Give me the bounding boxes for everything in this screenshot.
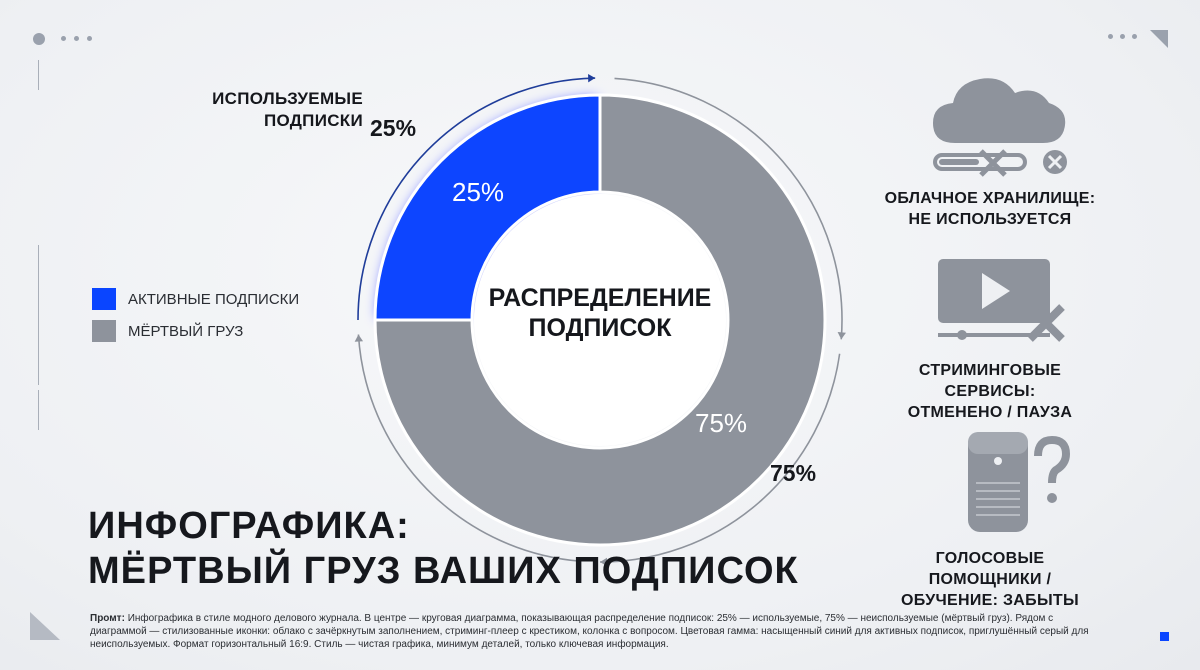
slice-dead [373,93,827,547]
arrow-arc-dead-3 [357,334,581,563]
gray-square-icon [92,320,116,342]
arrow-arc-active-head [588,73,596,83]
smart-speaker-icon [968,432,1070,532]
chart-title: РАСПРЕДЕЛЕНИЕ ПОДПИСОК [480,283,720,343]
blue-square-icon [92,288,116,310]
prompt-text: Инфографика в стиле модного делового жур… [90,613,1089,650]
corner-dot-small [87,36,92,41]
icon-label-line: ОТМЕНЕНО / ПАУЗА [907,404,1073,421]
left-rule-top [38,60,39,90]
arrow-arc-dead-2 [599,353,841,563]
icon-label-streaming: СТРИМИНГОВЫЕ СЕРВИСЫ: ОТМЕНЕНО / ПАУЗА [880,360,1100,423]
left-rule-bottom [38,390,39,430]
legend-label: АКТИВНЫЕ ПОДПИСКИ [128,290,300,308]
corner-dot-small [1120,34,1125,39]
left-rule-mid [38,245,39,385]
bottom-right-square [1160,632,1169,641]
donut-hole [474,194,726,446]
prompt-footnote: Промт: Инфографика в стиле модного делов… [90,612,1100,651]
bottom-left-triangle [30,612,60,640]
outer-label-dead: 75% [770,460,817,486]
arrow-arc-dead-1-head [837,332,846,340]
arrow-arc-dead-3-head [354,334,364,342]
donut-chart [354,73,846,567]
legend-item-dead: МЁРТВЫЙ ГРУЗ [92,320,243,342]
page-title-line2: МЁРТВЫЙ ГРУЗ ВАШИХ ПОДПИСОК [88,550,799,592]
icon-label-speaker: ГОЛОСОВЫЕ ПОМОЩНИКИ / ОБУЧЕНИЕ: ЗАБЫТЫ [880,548,1100,611]
outer-label-active: 25% [370,115,417,141]
callout-label: ИСПОЛЬЗУЕМЫЕ ПОДПИСКИ [188,88,363,132]
callout-text: ИСПОЛЬЗУЕМЫЕ ПОДПИСКИ [212,89,363,130]
icon-label-line: СТРИМИНГОВЫЕ СЕРВИСЫ: [918,362,1062,400]
data-label-active: 25% [452,177,505,207]
icon-label-cloud: ОБЛАЧНОЕ ХРАНИЛИЩЕ: НЕ ИСПОЛЬЗУЕТСЯ [880,188,1100,230]
icon-label-line: ОБЛАЧНОЕ ХРАНИЛИЩЕ: [884,190,1096,207]
legend-label: МЁРТВЫЙ ГРУЗ [128,322,244,340]
prompt-label: Промт: [90,613,125,624]
corner-dot [33,33,45,45]
icon-label-line: ОБУЧЕНИЕ: ЗАБЫТЫ [901,592,1079,609]
page-title-line1: ИНФОГРАФИКА: [88,505,410,547]
arrow-arc-dead-1 [614,77,843,340]
corner-dot-small [74,36,79,41]
slice-active [373,93,602,322]
data-label-dead: 75% [695,408,748,438]
cloud-icon [933,78,1067,177]
corner-triangle [1150,30,1168,48]
corner-dot-small [61,36,66,41]
arrow-arc-active [357,77,596,321]
corner-dot-small [1132,34,1137,39]
icon-label-line: ГОЛОСОВЫЕ ПОМОЩНИКИ / [928,550,1052,588]
arrow-arc-dead-2-head [600,557,607,567]
video-player-icon [938,259,1065,342]
corner-dot-small [1108,34,1113,39]
icon-label-line: НЕ ИСПОЛЬЗУЕТСЯ [908,211,1072,228]
chart-title-text: РАСПРЕДЕЛЕНИЕ ПОДПИСОК [488,284,712,342]
legend-item-active: АКТИВНЫЕ ПОДПИСКИ [92,288,299,310]
